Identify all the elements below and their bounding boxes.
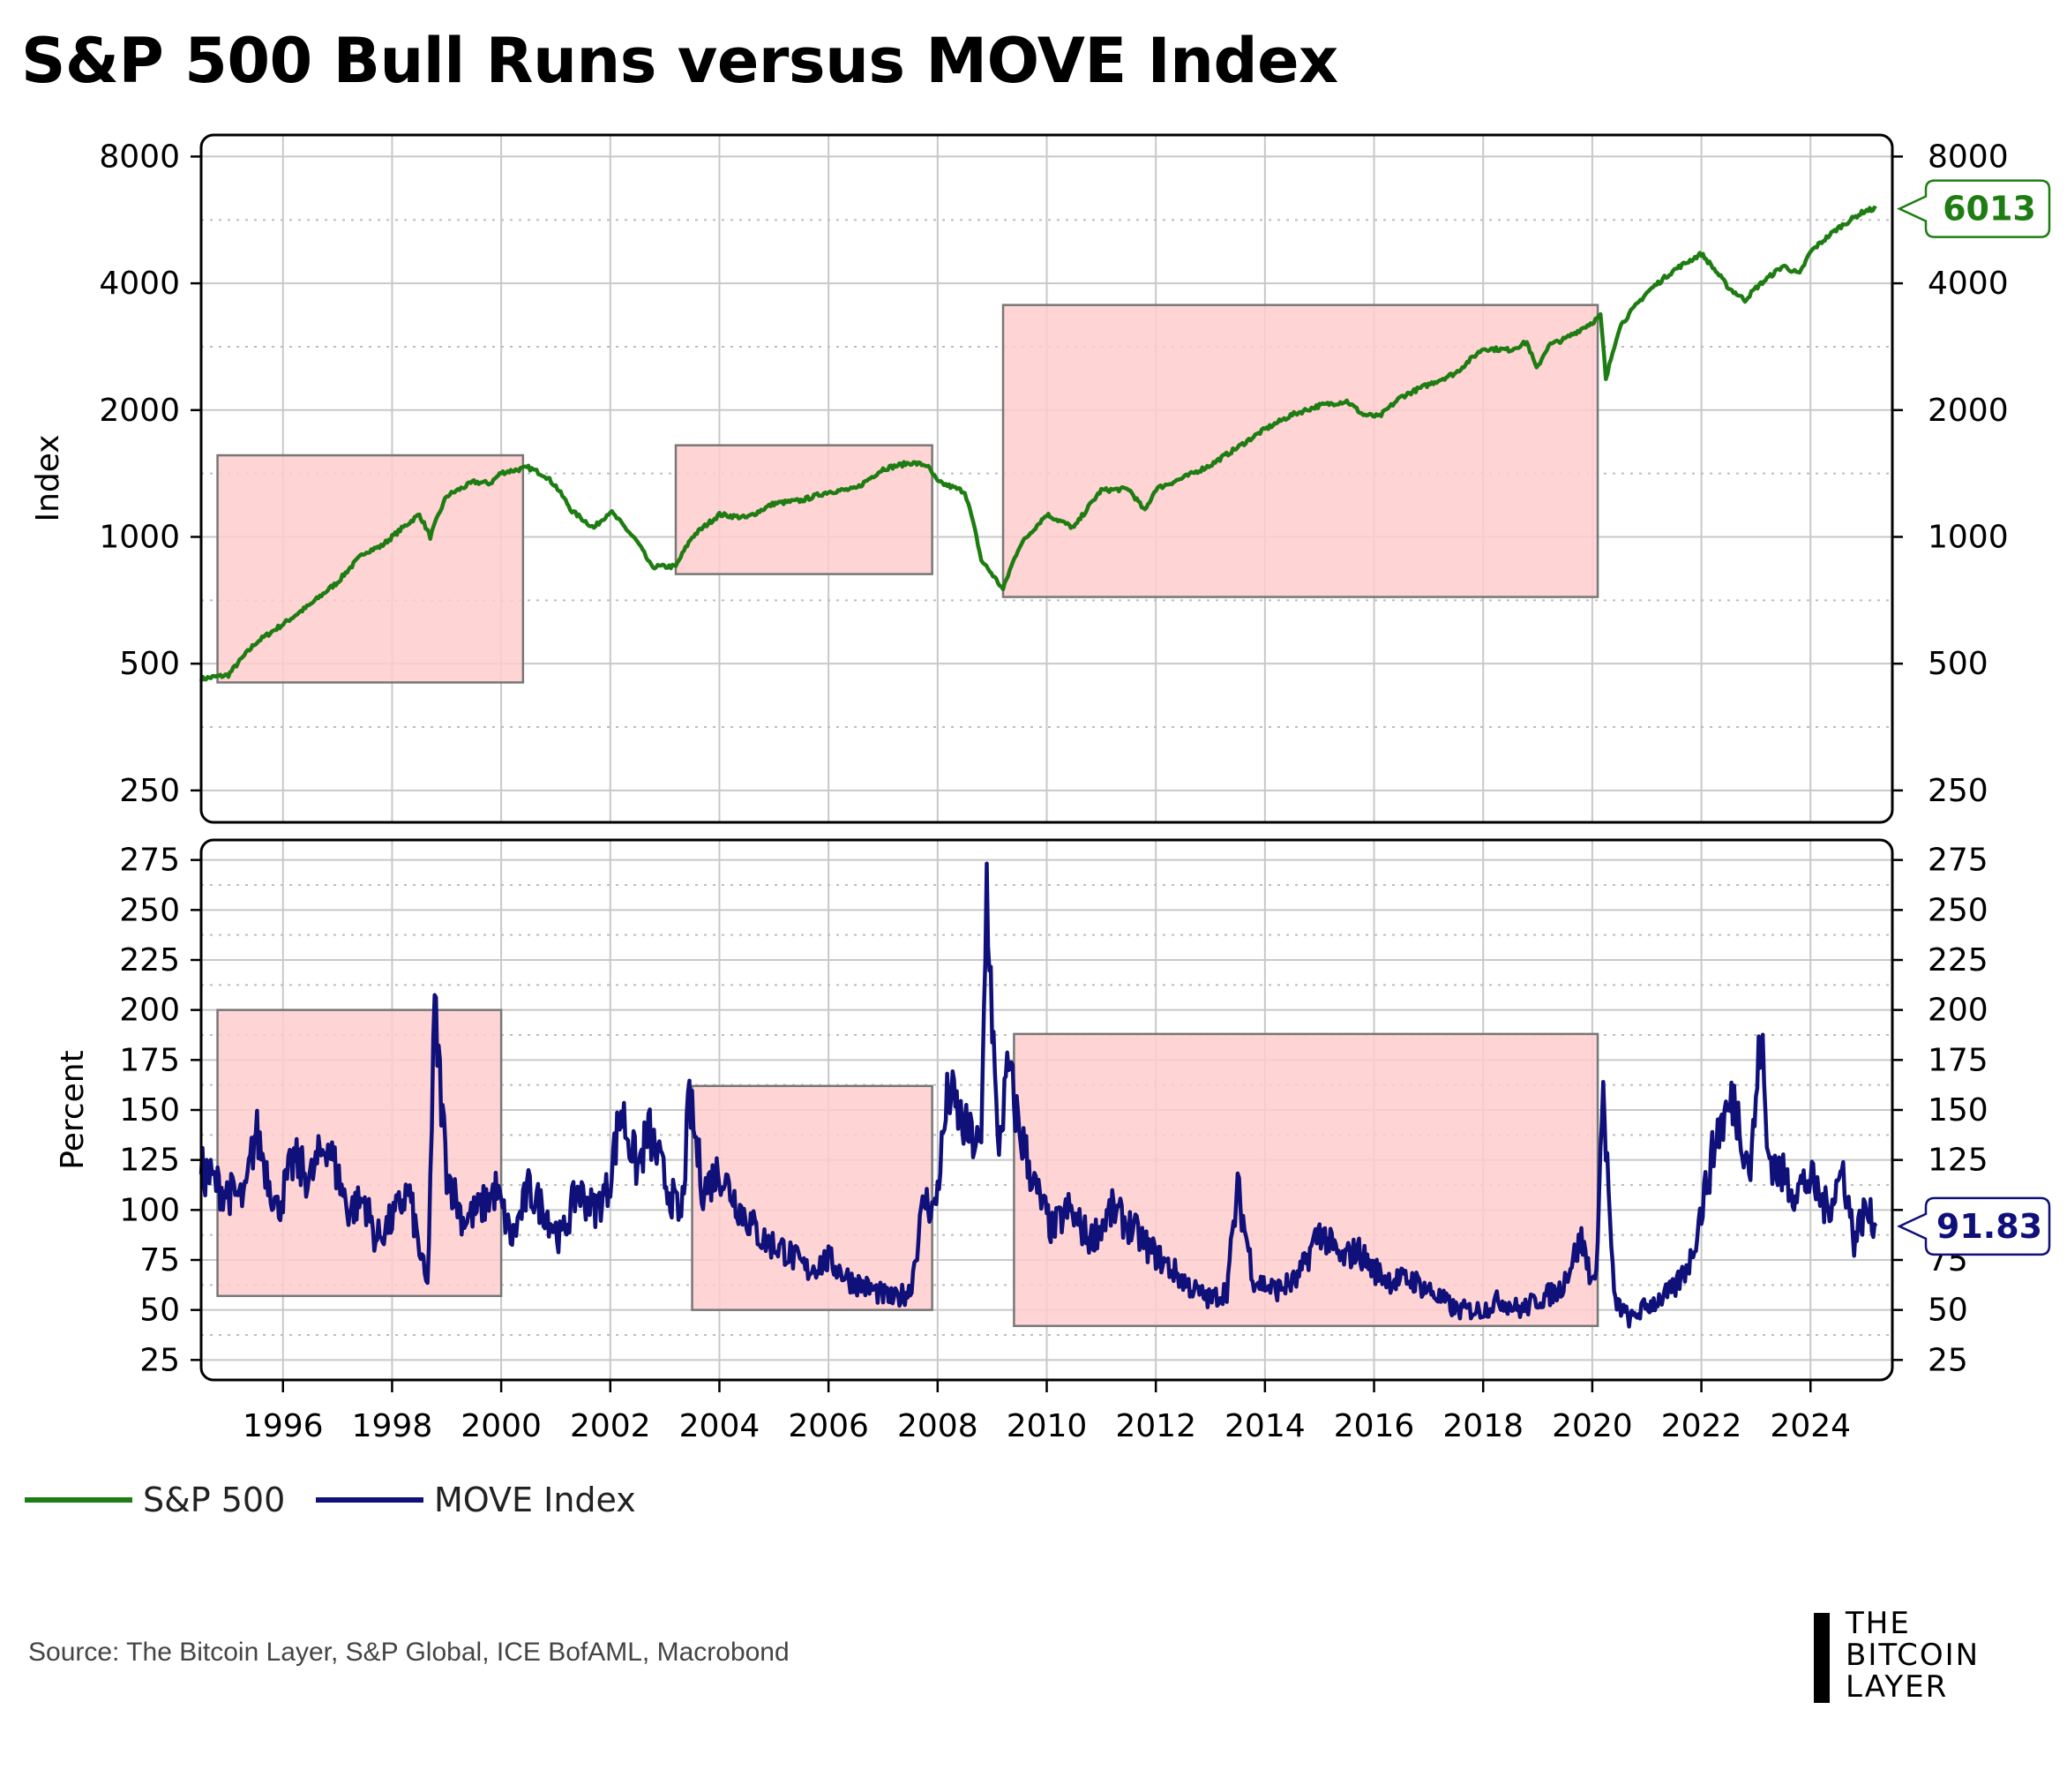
x-tick-label: 2004 xyxy=(679,1408,760,1444)
x-tick-label: 1996 xyxy=(243,1408,324,1444)
y-tick-label-right: 200 xyxy=(1928,993,1988,1029)
x-tick-label: 2016 xyxy=(1334,1408,1415,1444)
y-axis-title: Percent xyxy=(55,1050,91,1169)
logo-bar xyxy=(1814,1613,1830,1703)
bull-run-rect xyxy=(1013,1032,1599,1328)
y-tick-label-right: 50 xyxy=(1928,1293,1968,1329)
y-tick-label-left: 50 xyxy=(139,1293,180,1329)
y-tick-label-left: 200 xyxy=(119,993,180,1029)
y-tick-label-right: 8000 xyxy=(1928,139,2009,175)
y-tick-label-right: 500 xyxy=(1928,646,1988,682)
bull-run-rect xyxy=(1001,304,1599,598)
y-tick-label-left: 25 xyxy=(139,1342,180,1378)
y-tick-label-left: 100 xyxy=(119,1192,180,1228)
x-tick-label: 2024 xyxy=(1770,1408,1851,1444)
y-tick-label-right: 2000 xyxy=(1928,393,2009,429)
x-axis: 1996 1998 2000 2002 2004 2006 2008 2010 2012 2014… xyxy=(243,1380,1851,1444)
callout-value: 6013 xyxy=(1943,190,2036,229)
y-tick-label-right: 225 xyxy=(1928,942,1988,978)
x-tick-label: 2020 xyxy=(1552,1408,1633,1444)
bull-run-rect xyxy=(691,1084,933,1311)
y-tick-label-left: 250 xyxy=(119,773,180,809)
x-tick-label: 1998 xyxy=(352,1408,433,1444)
y-tick-label-right: 1000 xyxy=(1928,519,2009,555)
y-tick-label-right: 25 xyxy=(1928,1342,1968,1378)
y-tick-label-right: 175 xyxy=(1928,1042,1988,1078)
logo-line-1: THE xyxy=(1846,1606,1911,1641)
x-tick-label: 2010 xyxy=(1007,1408,1088,1444)
x-tick-label: 2006 xyxy=(788,1408,869,1444)
legend-label: MOVE Index xyxy=(434,1481,636,1519)
y-axis: 2525505075751001001251251501501751752002… xyxy=(119,843,1988,1379)
logo-line-3: LAYER xyxy=(1846,1669,1949,1705)
y-tick-label-right: 250 xyxy=(1928,773,1988,809)
top-panel: 250 250 500 500 1000 1000 2000 2000 4000 4000 8000… xyxy=(30,133,2051,824)
x-tick-label: 2012 xyxy=(1115,1408,1196,1444)
brand-logo: THE BITCOIN LAYER xyxy=(1814,1608,2061,1713)
logo-line-2: BITCOIN xyxy=(1846,1638,1981,1673)
y-tick-label-left: 1000 xyxy=(99,519,180,555)
x-tick-label: 2022 xyxy=(1661,1408,1742,1444)
y-tick-label-left: 275 xyxy=(119,843,180,879)
y-tick-label-left: 150 xyxy=(119,1092,180,1128)
x-tick-label: 2000 xyxy=(461,1408,542,1444)
y-tick-label-left: 125 xyxy=(119,1143,180,1179)
y-tick-label-left: 75 xyxy=(139,1242,180,1278)
panel-frame xyxy=(199,133,1894,824)
y-tick-label-left: 4000 xyxy=(99,266,180,302)
bull-run-shades xyxy=(216,304,1599,684)
legend-label: S&P 500 xyxy=(143,1481,285,1519)
x-tick-label: 2014 xyxy=(1224,1408,1306,1444)
callout-box xyxy=(1897,179,2051,238)
chart-title: S&P 500 Bull Runs versus MOVE Index xyxy=(21,25,1338,97)
y-tick-label-left: 8000 xyxy=(99,139,180,175)
y-axis: 250 250 500 500 1000 1000 2000 2000 4000 4000 8000… xyxy=(99,139,2008,808)
y-tick-label-right: 275 xyxy=(1928,843,1988,879)
bull-run-shades xyxy=(216,1008,1599,1328)
y-tick-label-left: 225 xyxy=(119,942,180,978)
y-tick-label-left: 2000 xyxy=(99,393,180,429)
last-value-callout: 6013 xyxy=(1897,179,2051,238)
legend: S&P 500 MOVE Index xyxy=(25,1481,636,1519)
y-tick-label-right: 4000 xyxy=(1928,266,2009,302)
x-tick-label: 2018 xyxy=(1442,1408,1524,1444)
callout-value: 91.83 xyxy=(1936,1207,2042,1246)
y-tick-label-left: 250 xyxy=(119,892,180,928)
source-note: Source: The Bitcoin Layer, S&P Global, I… xyxy=(28,1638,790,1667)
y-axis-title: Index xyxy=(30,434,66,521)
y-tick-label-right: 125 xyxy=(1928,1143,1988,1179)
y-tick-label-right: 150 xyxy=(1928,1092,1988,1128)
callout-box xyxy=(1897,1196,2051,1256)
y-tick-label-right: 250 xyxy=(1928,892,1988,928)
move-index-line xyxy=(198,861,1878,1329)
bull-run-rect xyxy=(216,454,525,684)
last-value-callout: 91.83 xyxy=(1897,1196,2051,1256)
y-tick-label-left: 175 xyxy=(119,1042,180,1078)
x-tick-label: 2008 xyxy=(897,1408,978,1444)
bull-run-rect xyxy=(216,1008,503,1298)
y-tick-label-left: 500 xyxy=(119,646,180,682)
sp500-line xyxy=(198,205,1877,682)
bottom-panel: 2525505075751001001251251501501751752002… xyxy=(55,838,2051,1382)
x-tick-label: 2002 xyxy=(570,1408,651,1444)
